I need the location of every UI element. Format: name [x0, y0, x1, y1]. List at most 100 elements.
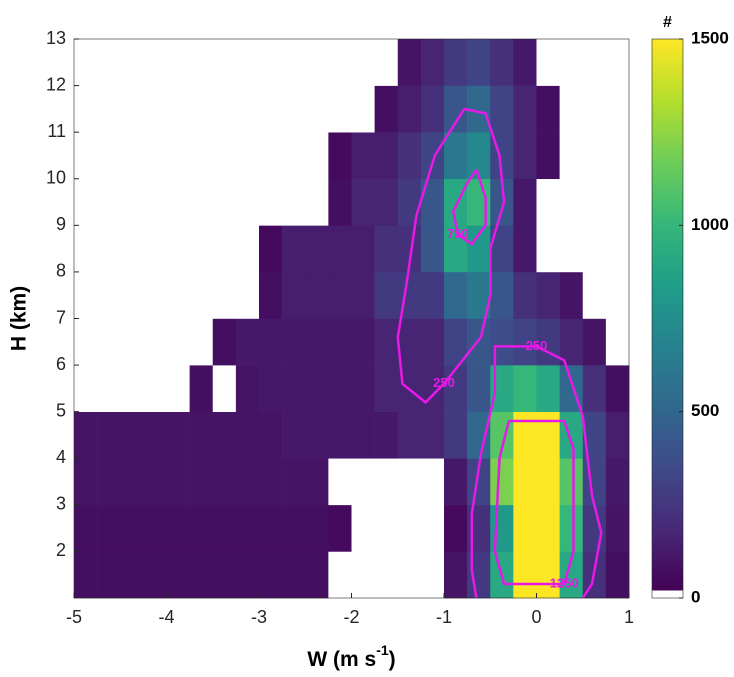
cell	[536, 365, 560, 412]
cell	[397, 318, 422, 366]
cell	[536, 39, 560, 86]
colorbar-step	[652, 579, 683, 586]
colorbar-step	[652, 489, 683, 496]
cell	[74, 225, 98, 273]
colorbar-step	[652, 549, 683, 556]
cell	[490, 271, 514, 319]
cell	[305, 132, 329, 180]
colorbar-step	[652, 264, 683, 270]
cell	[536, 551, 560, 599]
colorbar-step	[652, 99, 683, 105]
cell	[212, 551, 237, 599]
cell	[513, 225, 537, 273]
y-tick-label: 13	[46, 28, 66, 48]
colorbar-step	[652, 114, 683, 120]
cell	[559, 132, 584, 180]
colorbar-step	[652, 134, 683, 140]
cell	[282, 85, 306, 133]
cell	[559, 225, 584, 273]
y-tick-label: 6	[56, 354, 66, 374]
y-tick-label: 3	[56, 494, 66, 514]
colorbar-step	[652, 194, 683, 200]
x-tick-label: 1	[624, 607, 634, 627]
cell	[351, 39, 375, 86]
cell	[189, 365, 214, 412]
y-axis-label: H (km)	[8, 286, 31, 351]
cell	[559, 318, 584, 366]
cell	[467, 178, 491, 226]
y-tick-label: 9	[56, 214, 66, 234]
colorbar-step	[652, 219, 683, 225]
colorbar-step	[652, 229, 683, 235]
cell	[235, 132, 260, 180]
colorbar-step	[652, 494, 683, 501]
colorbar-step	[652, 444, 683, 451]
cell	[467, 365, 491, 412]
cell	[235, 458, 260, 506]
colorbar-step	[652, 119, 683, 125]
cell	[97, 225, 121, 273]
heatmap	[74, 39, 630, 599]
cell	[282, 504, 306, 552]
cell	[605, 225, 630, 273]
colorbar-tick-label: 1500	[691, 28, 729, 47]
cell	[420, 271, 445, 319]
cell	[490, 458, 514, 506]
x-tick-label: -5	[66, 607, 82, 627]
cell	[120, 178, 144, 226]
cell	[513, 411, 537, 459]
cell	[259, 504, 283, 552]
cell	[582, 85, 607, 133]
colorbar-step	[652, 534, 683, 541]
cell	[235, 178, 260, 226]
colorbar-step	[652, 244, 683, 250]
colorbar-step	[652, 239, 683, 245]
cell	[120, 411, 144, 459]
colorbar-step	[652, 284, 683, 290]
colorbar-step	[652, 94, 683, 100]
colorbar-step	[652, 129, 683, 135]
colorbar-step	[652, 464, 683, 471]
cell	[235, 85, 260, 133]
cell	[74, 39, 98, 86]
cell	[559, 178, 584, 226]
colorbar-step	[652, 274, 683, 280]
cell	[166, 411, 190, 459]
cell	[328, 504, 352, 552]
cell	[328, 458, 352, 506]
cell	[374, 365, 399, 412]
colorbar-step	[652, 559, 683, 566]
colorbar-step	[652, 484, 683, 491]
cell	[351, 318, 375, 366]
cell	[444, 132, 468, 180]
cell	[420, 458, 445, 506]
colorbar-step	[652, 339, 683, 346]
colorbar-step	[652, 334, 683, 341]
colorbar-step	[652, 359, 683, 366]
colorbar-step	[652, 519, 683, 526]
colorbar-step	[652, 369, 683, 376]
cell	[444, 178, 468, 226]
colorbar-tick-label: 1000	[691, 215, 729, 234]
cell	[305, 178, 329, 226]
cell	[490, 504, 514, 552]
cell	[212, 178, 237, 226]
cell	[305, 271, 329, 319]
cell	[97, 132, 121, 180]
cell	[282, 365, 306, 412]
cell	[582, 178, 607, 226]
colorbar-tick-label: 0	[691, 587, 700, 606]
cell	[259, 85, 283, 133]
colorbar-step	[652, 409, 683, 416]
cell	[374, 85, 399, 133]
cell	[212, 132, 237, 180]
cell	[212, 411, 237, 459]
cell	[305, 504, 329, 552]
cell	[351, 225, 375, 273]
cell	[166, 318, 190, 366]
colorbar-step	[652, 254, 683, 260]
cell	[559, 411, 584, 459]
cell	[605, 39, 630, 86]
contour-label: 750	[447, 226, 469, 241]
cell	[559, 504, 584, 552]
